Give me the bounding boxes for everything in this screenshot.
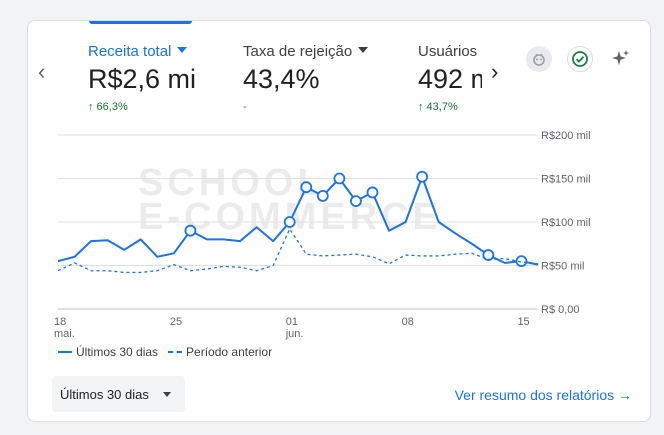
chevron-left-icon[interactable]: ‹ bbox=[38, 59, 46, 84]
data-point-marker bbox=[482, 249, 495, 261]
caret-down-icon bbox=[162, 391, 171, 397]
y-tick-label: R$50 mil bbox=[541, 261, 584, 273]
x-tick-label: 01 bbox=[286, 316, 298, 328]
data-point-marker bbox=[333, 172, 346, 185]
x-tick-label: 18 bbox=[54, 316, 66, 328]
x-tick-label: 25 bbox=[170, 316, 182, 328]
data-point-marker bbox=[300, 181, 313, 194]
x-tick-label: 08 bbox=[402, 316, 414, 328]
y-tick-label: R$100 mil bbox=[541, 217, 591, 229]
data-point-marker bbox=[283, 216, 296, 228]
check-circle-icon[interactable] bbox=[567, 46, 593, 72]
x-tick-month: jun. bbox=[285, 328, 304, 340]
metric-bounce-label: Taxa de rejeição bbox=[243, 43, 369, 60]
data-point-marker bbox=[350, 195, 362, 208]
metric-bounce-value: 43,4% bbox=[243, 64, 320, 94]
x-tick-month: mai. bbox=[54, 328, 75, 340]
insights-icon[interactable] bbox=[526, 46, 552, 72]
data-point-marker bbox=[416, 170, 429, 183]
chevron-right-icon[interactable]: › bbox=[491, 59, 499, 84]
legend-label-previous: Período anterior bbox=[186, 345, 273, 359]
legend-swatch-current bbox=[58, 351, 72, 353]
y-tick-label: R$150 mil bbox=[541, 174, 591, 186]
metric-users-value: 492 mil bbox=[418, 64, 482, 94]
chart-series bbox=[57, 170, 539, 274]
metric-bounce-delta: - bbox=[243, 101, 247, 113]
data-point-marker bbox=[515, 255, 528, 268]
sparkle-icon[interactable] bbox=[608, 46, 634, 72]
legend-swatch-previous bbox=[168, 351, 183, 353]
metric-bounce-rate[interactable]: Taxa de rejeição 43,4% - bbox=[243, 43, 369, 113]
caret-down-icon bbox=[358, 47, 369, 53]
y-tick-label: R$ 0,00 bbox=[541, 304, 580, 316]
y-tick-label: R$200 mil bbox=[541, 130, 591, 142]
date-range-label: Últimos 30 dias bbox=[60, 386, 149, 402]
chart-gridlines bbox=[58, 134, 538, 310]
data-point-marker bbox=[184, 224, 197, 237]
chart-legend: Últimos 30 dias Período anterior bbox=[58, 345, 272, 359]
metric-revenue-label: Receita total bbox=[88, 43, 196, 60]
metric-revenue-delta: ↑ 66,3% bbox=[88, 101, 128, 113]
metric-revenue-value: R$2,6 mi bbox=[88, 64, 197, 94]
metric-users-label: Usuários bbox=[418, 43, 478, 60]
data-point-marker bbox=[366, 186, 379, 199]
caret-down-icon bbox=[177, 47, 188, 53]
x-tick-label: 15 bbox=[517, 316, 529, 328]
metric-users[interactable]: Usuários 492 mil ↑ 43,7% bbox=[418, 43, 482, 113]
overview-card: ‹ Receita total R$2,6 mi ↑ 66,3% Taxa de… bbox=[27, 20, 651, 422]
data-point-marker bbox=[316, 189, 329, 202]
view-reports-link[interactable]: Ver resumo dos relatórios → bbox=[454, 387, 632, 403]
metric-users-delta: ↑ 43,7% bbox=[418, 101, 458, 113]
date-range-dropdown[interactable]: Últimos 30 dias bbox=[52, 376, 185, 412]
metric-revenue[interactable]: Receita total R$2,6 mi ↑ 66,3% bbox=[88, 43, 196, 113]
line-chart: R$ 0,00 R$50 mil R$100 mil R$150 mil R$200 m… bbox=[54, 130, 591, 340]
series-line-previous bbox=[57, 228, 539, 274]
series-line-current bbox=[57, 175, 539, 266]
y-axis-ticks: R$ 0,00 R$50 mil R$100 mil R$150 mil R$200 m… bbox=[541, 130, 591, 316]
active-tab-indicator bbox=[89, 21, 192, 24]
legend-label-current: Últimos 30 dias bbox=[76, 345, 159, 359]
